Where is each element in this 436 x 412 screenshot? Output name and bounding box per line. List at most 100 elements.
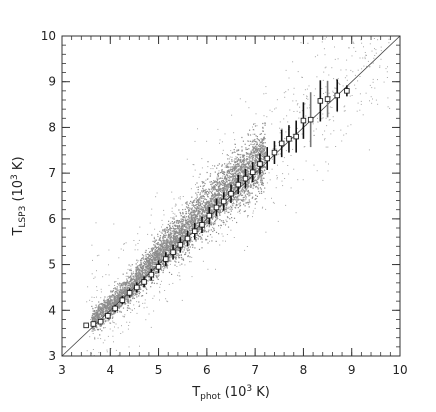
cloud-point <box>175 261 177 263</box>
cloud-point <box>130 272 133 274</box>
cloud-point <box>176 240 178 242</box>
cloud-point <box>92 328 94 330</box>
cloud-point <box>249 194 251 196</box>
cloud-point <box>263 136 265 138</box>
cloud-point <box>211 240 213 242</box>
cloud-point <box>212 203 215 205</box>
cloud-point <box>236 196 238 198</box>
cloud-point <box>178 254 180 256</box>
cloud-point <box>134 273 136 275</box>
cloud-point <box>237 163 239 165</box>
cloud-point <box>210 191 212 194</box>
cloud-point <box>245 196 247 198</box>
cloud-point <box>139 275 141 277</box>
cloud-point <box>163 264 165 266</box>
cloud-point <box>99 307 101 309</box>
cloud-point <box>170 245 173 247</box>
cloud-point <box>178 222 180 224</box>
cloud-point <box>168 253 170 255</box>
cloud-point <box>163 248 165 250</box>
cloud-point <box>145 292 148 294</box>
cloud-point <box>169 256 171 258</box>
cloud-point <box>113 313 115 315</box>
cloud-point <box>98 306 100 308</box>
cloud-point <box>198 230 200 232</box>
cloud-point <box>92 317 94 319</box>
cloud-point <box>246 166 248 168</box>
cloud-point <box>154 244 156 246</box>
cloud-point <box>151 250 153 252</box>
cloud-point <box>222 210 224 212</box>
cloud-point <box>195 223 197 225</box>
cloud-point <box>242 166 244 168</box>
cloud-point <box>142 267 144 270</box>
cloud-point <box>147 267 149 269</box>
cloud-point <box>121 292 124 294</box>
cloud-point <box>111 296 113 298</box>
cloud-point <box>185 212 187 214</box>
cloud-point <box>247 140 249 142</box>
cloud-point <box>255 198 257 200</box>
cloud-point <box>190 218 192 220</box>
cloud-point <box>242 161 244 163</box>
cloud-point <box>240 165 242 167</box>
cloud-point <box>217 199 219 201</box>
cloud-point <box>113 288 115 290</box>
cloud-point <box>222 180 224 182</box>
cloud-point <box>212 224 215 226</box>
cloud-point <box>125 284 127 286</box>
cloud-point <box>223 187 225 189</box>
cloud-point <box>110 308 112 310</box>
cloud-point <box>169 248 171 250</box>
cloud-point <box>187 204 190 206</box>
cloud-point <box>219 182 221 184</box>
cloud-point <box>246 155 248 158</box>
cloud-point <box>109 296 111 298</box>
cloud-point <box>113 302 115 304</box>
cloud-point <box>136 275 139 277</box>
cloud-point <box>200 237 203 239</box>
cloud-point <box>197 238 199 240</box>
cloud-point <box>159 256 161 258</box>
cloud-point <box>262 142 265 144</box>
cloud-point <box>105 300 107 302</box>
cloud-point <box>149 264 151 266</box>
cloud-point <box>99 325 101 327</box>
cloud-point <box>229 183 231 185</box>
cloud-point <box>138 305 140 307</box>
cloud-point <box>264 133 266 135</box>
cloud-point <box>233 151 236 153</box>
cloud-point <box>175 244 177 247</box>
cloud-point <box>255 160 257 162</box>
cloud-point <box>111 317 114 319</box>
cloud-point <box>186 221 188 223</box>
cloud-point <box>254 133 256 135</box>
cloud-point <box>224 192 226 194</box>
cloud-point <box>197 218 199 220</box>
cloud-point <box>119 293 121 295</box>
cloud-point <box>108 308 111 310</box>
cloud-point <box>95 311 97 313</box>
cloud-point <box>181 221 184 223</box>
cloud-point <box>97 314 100 316</box>
cloud-point <box>144 263 147 265</box>
cloud-point <box>210 210 212 212</box>
cloud-point <box>194 247 196 249</box>
cloud-point <box>239 171 241 173</box>
cloud-point <box>222 171 224 173</box>
cloud-point <box>205 222 207 224</box>
cloud-point <box>261 180 263 182</box>
cloud-point <box>226 172 228 174</box>
cloud-point <box>190 239 192 241</box>
cloud-point <box>222 205 224 207</box>
cloud-point <box>123 292 125 294</box>
cloud-point <box>260 144 262 147</box>
cloud-point <box>233 180 235 182</box>
cloud-point <box>167 223 169 226</box>
cloud-point <box>177 248 179 250</box>
cloud-point <box>212 188 214 190</box>
cloud-point <box>253 151 256 153</box>
cloud-point <box>130 270 132 272</box>
cloud-point <box>261 151 263 153</box>
cloud-point <box>253 162 255 164</box>
